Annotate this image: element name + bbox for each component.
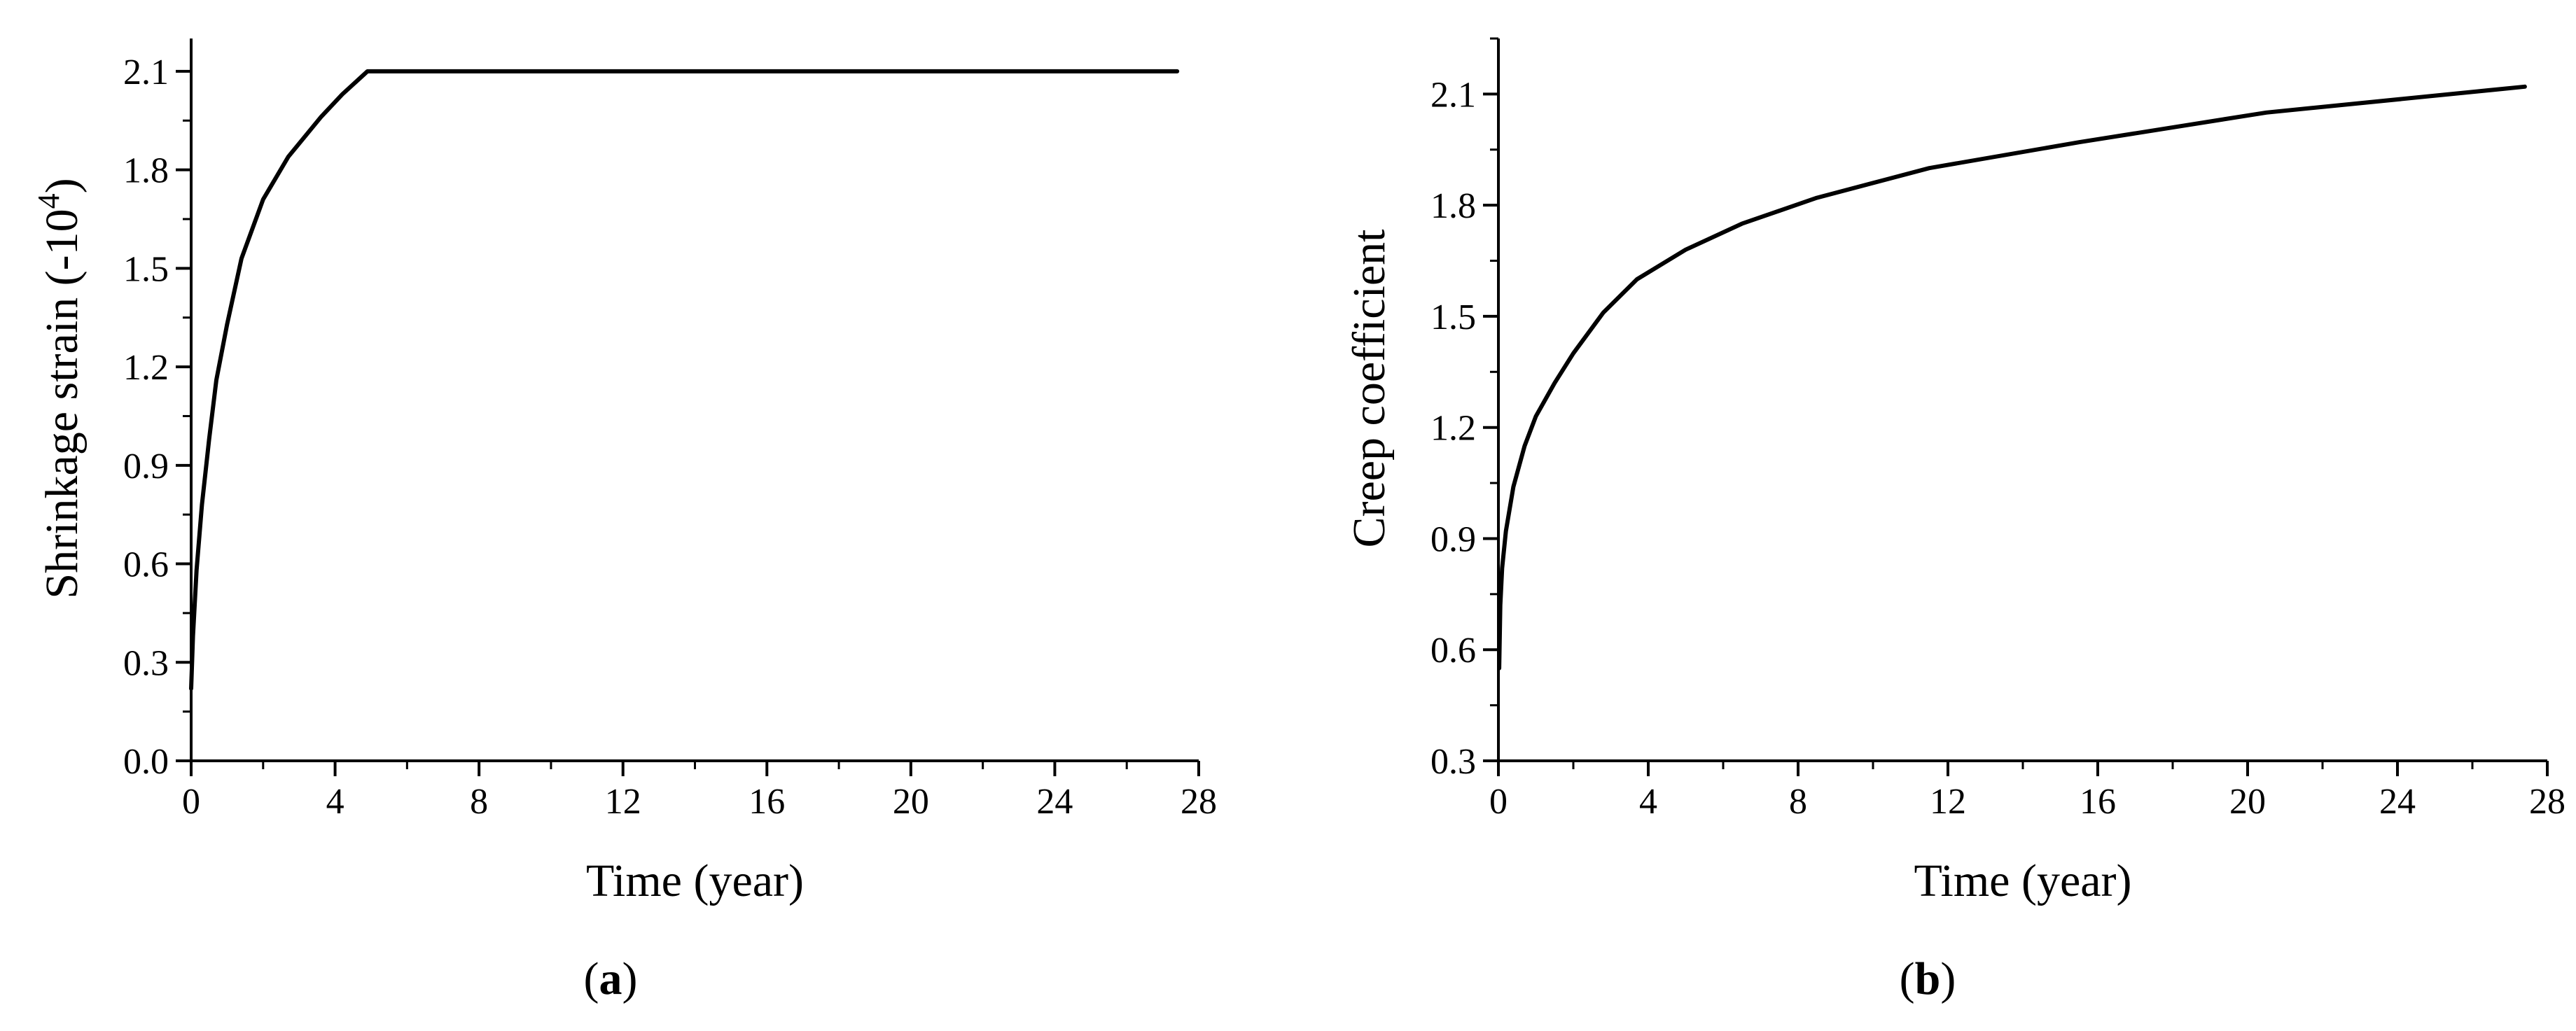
panel-b-caption: (b) [1900,953,1956,1004]
a-x-tick-label: 20 [893,782,929,822]
a-x-axis-title: Time (year) [586,855,804,906]
b-y-tick-label: 2.1 [1430,75,1476,115]
b-x-tick-label: 12 [1930,782,1966,822]
a-x-tick-label: 24 [1036,782,1073,822]
panel-b-chart: 0 4 8 12 16 20 24 28 0.3 0.6 0.9 1.2 1.5 1.8 2.1 Time (… [1344,37,2565,906]
a-y-tick-label: 1.5 [123,249,169,289]
b-x-tick-label: 20 [2229,782,2266,822]
b-x-tick-label: 0 [1489,782,1508,822]
b-x-axis-title: Time (year) [1914,855,2132,906]
b-y-axis-title: Creep coefficient [1344,229,1395,547]
a-y-tick-label: 0.0 [123,742,169,782]
b-x-tick-label: 16 [2080,782,2116,822]
a-x-tick-label: 4 [326,782,344,822]
a-x-tick-label: 16 [749,782,785,822]
b-x-tick-label: 4 [1639,782,1657,822]
a-y-tick-label: 1.2 [123,348,169,388]
b-x-tick-label: 28 [2529,782,2565,822]
a-y-tick-label: 0.3 [123,643,169,683]
a-y-axis-title: Shrinkage strain (-104) [32,178,88,598]
b-y-tick-label: 1.2 [1430,409,1476,449]
a-y-tick-label: 0.6 [123,545,169,585]
a-x-tick-label: 28 [1181,782,1217,822]
a-y-tick-label: 1.8 [123,151,169,191]
b-x-tick-label: 8 [1789,782,1807,822]
b-y-tick-label: 1.8 [1430,186,1476,226]
b-data-line [1497,84,2527,671]
b-y-tick-label: 0.6 [1430,631,1476,671]
a-data-line [189,69,1180,691]
a-y-tick-label: 2.1 [123,52,169,92]
b-x-tick-label: 24 [2379,782,2416,822]
a-x-tick-label: 8 [470,782,488,822]
a-x-tick-label: 0 [182,782,200,822]
panel-a-chart: 0 4 8 12 16 20 24 28 0.0 0.3 0.6 0.9 1.2 1.5 1.8 2.1 Tim… [32,38,1217,906]
b-y-tick-label: 0.9 [1430,519,1476,559]
b-y-tick-label: 0.3 [1430,742,1476,782]
b-y-tick-label: 1.5 [1430,297,1476,337]
a-y-tick-label: 0.9 [123,447,169,486]
a-x-tick-label: 12 [605,782,641,822]
panel-a-caption: (a) [584,953,638,1004]
